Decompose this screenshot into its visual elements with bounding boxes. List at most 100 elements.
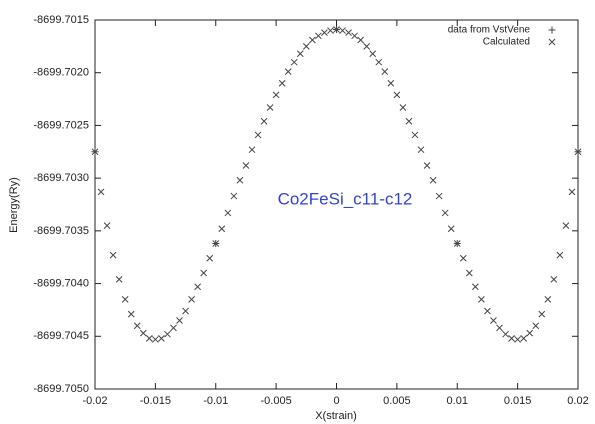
x-tick-label: 0.01: [447, 395, 468, 407]
data-point: [321, 29, 328, 37]
data-point: [508, 335, 515, 342]
data-point: [109, 251, 117, 259]
data-point: [91, 148, 99, 156]
x-tick-label: 0.015: [504, 395, 532, 407]
data-point: [333, 26, 340, 33]
data-point: [230, 192, 238, 200]
x-tick-label: -0.015: [140, 395, 171, 407]
data-point: [538, 310, 546, 318]
y-tick-label: -8699.7020: [33, 67, 89, 79]
data-point: [502, 330, 509, 338]
x-tick-label: -0.02: [82, 395, 107, 407]
legend-marker: [548, 38, 556, 46]
data-point: [435, 192, 443, 200]
x-tick-label: 0.005: [383, 395, 411, 407]
data-point: [224, 209, 232, 217]
data-point: [490, 317, 497, 324]
data-point: [496, 324, 503, 332]
data-point: [218, 225, 226, 233]
data-point: [308, 36, 316, 44]
data-point: [363, 43, 371, 50]
data-point: [544, 296, 552, 303]
data-point: [472, 283, 479, 291]
data-point: [133, 322, 141, 330]
data-point: [254, 131, 262, 139]
data-point: [302, 43, 310, 50]
data-point: [242, 162, 250, 169]
y-tick-label: -8699.7030: [33, 172, 89, 184]
data-point: [387, 79, 395, 87]
data-point: [97, 188, 105, 196]
data-point: [176, 317, 183, 324]
data-point: [459, 254, 467, 262]
y-tick-label: -8699.7035: [33, 225, 89, 237]
data-point: [429, 176, 437, 184]
y-tick-label: -8699.7025: [33, 119, 89, 131]
data-point: [260, 117, 268, 125]
legend-label: Calculated: [483, 37, 530, 48]
data-point: [550, 276, 558, 283]
y-tick-label: -8699.7045: [33, 330, 89, 342]
data-point: [182, 307, 189, 315]
data-point: [447, 225, 455, 233]
data-point: [399, 104, 407, 111]
legend-label: data from VstVene: [448, 25, 531, 36]
data-point: [465, 269, 473, 277]
data-point: [339, 27, 346, 34]
annotation: Co2FeSi_c11-c12: [278, 189, 413, 208]
y-tick-label: -8699.7015: [33, 14, 89, 26]
data-point: [520, 335, 528, 342]
data-point: [290, 58, 298, 66]
data-point: [369, 50, 377, 58]
data-point: [526, 329, 534, 337]
data-point: [206, 254, 214, 262]
data-point: [345, 29, 352, 37]
data-point: [236, 176, 244, 184]
data-point: [164, 330, 171, 338]
data-point: [381, 68, 389, 76]
data-point: [121, 296, 129, 303]
data-point: [556, 251, 564, 259]
data-point: [423, 162, 431, 169]
data-point: [145, 335, 153, 342]
data-point: [532, 322, 540, 330]
data-point: [103, 222, 111, 229]
data-point: [478, 296, 485, 303]
y-axis-label: Energy(Ry): [8, 177, 20, 233]
x-tick-label: -0.01: [203, 395, 228, 407]
data-point: [278, 79, 286, 87]
data-point: [188, 296, 195, 303]
data-point: [266, 104, 274, 111]
y-tick-label: -8699.7050: [33, 383, 89, 395]
data-point: [375, 58, 383, 66]
data-point: [127, 310, 135, 318]
data-point: [441, 209, 449, 217]
legend-marker: [548, 26, 556, 34]
y-tick-label: -8699.7040: [33, 277, 89, 289]
data-point: [417, 146, 425, 154]
data-point: [405, 117, 413, 125]
data-point: [568, 188, 576, 196]
data-point: [357, 36, 365, 44]
data-point: [194, 283, 201, 291]
data-point: [562, 222, 570, 229]
x-axis-label: X(strain): [315, 410, 357, 422]
data-point: [411, 131, 419, 139]
data-point: [272, 91, 280, 99]
data-point: [200, 269, 208, 277]
data-point: [212, 240, 220, 247]
data-point: [115, 276, 123, 283]
x-tick-label: -0.005: [261, 395, 292, 407]
data-point: [284, 68, 292, 76]
x-tick-label: 0.02: [567, 395, 588, 407]
data-point: [453, 240, 461, 247]
data-point: [574, 148, 582, 156]
data-point: [514, 336, 521, 343]
x-tick-label: 0: [333, 395, 339, 407]
data-point: [484, 307, 491, 315]
data-point: [170, 324, 177, 332]
data-point: [139, 329, 147, 337]
data-point: [296, 50, 304, 58]
